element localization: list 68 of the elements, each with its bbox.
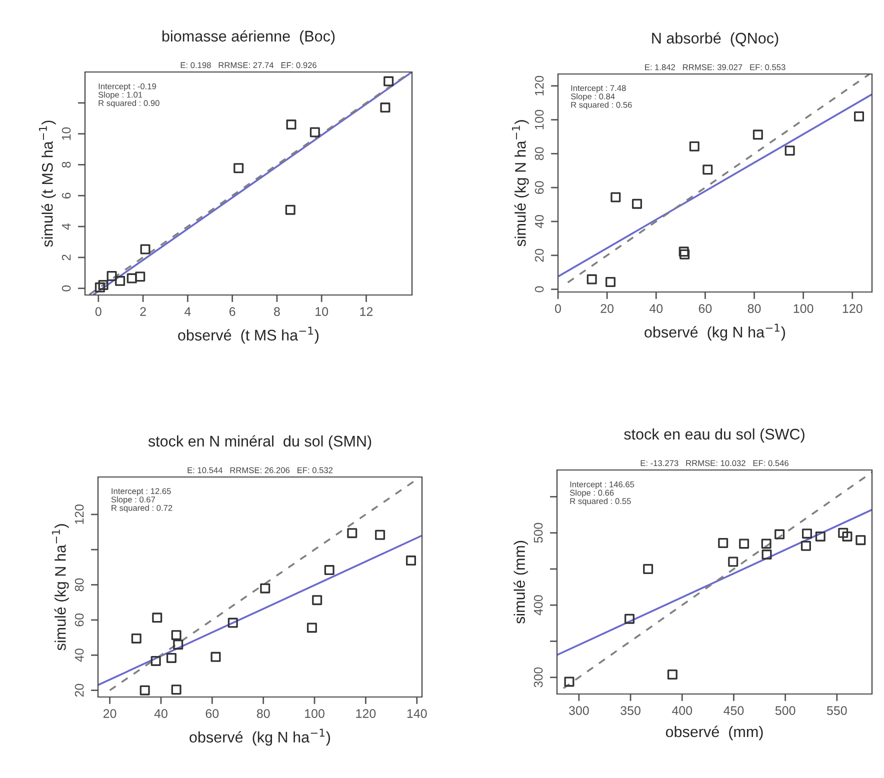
- x-tick-label: 20: [600, 304, 614, 313]
- x-tick-label: 2: [140, 307, 146, 316]
- chart-title: stock en N minéral du sol (SMN): [148, 435, 372, 450]
- x-tick-label: 80: [256, 709, 270, 718]
- y-tick-label: 8: [62, 162, 71, 168]
- y-tick-label: 120: [534, 76, 544, 96]
- x-tick-label: 4: [184, 307, 191, 316]
- x-tick-label: 40: [649, 304, 663, 313]
- y-tick-label: 10: [62, 127, 71, 140]
- x-axis-title: observé (kg N ha$^{−1}$): [190, 728, 330, 746]
- x-tick-label: 400: [672, 706, 692, 715]
- x-tick-label: 100: [305, 709, 324, 718]
- x-tick-label: 550: [826, 706, 847, 715]
- y-tick-label: 120: [74, 504, 84, 524]
- x-tick-label: 450: [724, 706, 744, 715]
- y-tick-label: 2: [62, 254, 71, 260]
- x-tick-label: 0: [555, 304, 561, 313]
- x-tick-label: 120: [356, 709, 376, 718]
- y-tick-label: 20: [534, 248, 544, 262]
- x-tick-label: 60: [698, 304, 712, 313]
- y-axis-title: simulé (t MS ha$^{−1}$): [39, 120, 56, 247]
- chart-subtitle: E: 1.842 RRMSE: 39.027 EF: 0.553: [645, 64, 786, 70]
- y-tick-label: 40: [74, 648, 84, 662]
- x-tick-label: 12: [360, 307, 373, 316]
- y-tick-label: 0: [534, 286, 544, 292]
- chart-subtitle: E: 0.198 RRMSE: 27.74 EF: 0.926: [180, 62, 316, 68]
- y-tick-label: 500: [534, 522, 543, 543]
- y-tick-label: 100: [534, 110, 544, 130]
- y-tick-label: 60: [534, 181, 544, 194]
- y-axis-title: simulé (mm): [514, 540, 528, 624]
- y-tick-label: 80: [74, 578, 84, 592]
- y-tick-label: 300: [534, 667, 543, 688]
- chart-title: stock en eau du sol (SWC): [624, 428, 804, 443]
- x-axis-title: observé (t MS ha$^{−1}$): [178, 326, 318, 344]
- annotation: Intercept : 12.65 Slope : 0.67 R squared : 0.72: [111, 488, 172, 513]
- y-axis-title: simulé (kg N ha$^{−1}$): [52, 524, 69, 650]
- y-tick-label: 6: [62, 192, 71, 198]
- chart-subtitle: E: 10.544 RRMSE: 26.206 EF: 0.532: [188, 467, 333, 474]
- y-tick-label: 60: [74, 614, 84, 626]
- x-axis-title: observé (kg N ha$^{−1}$): [644, 324, 786, 341]
- annotation: Intercept : -0.19 Slope : 1.01 R squared : 0.90: [98, 83, 160, 108]
- x-tick-label: 0: [95, 307, 102, 316]
- x-tick-label: 40: [154, 709, 168, 718]
- chart-subtitle: E: -13.273 RRMSE: 10.032 EF: 0.546: [640, 460, 788, 466]
- x-tick-label: 120: [842, 304, 862, 313]
- y-axis-title: simulé (kg N ha$^{−1}$): [512, 120, 529, 246]
- y-tick-label: 40: [534, 215, 544, 228]
- y-tick-label: 4: [62, 223, 71, 230]
- x-axis-title: observé (mm): [666, 726, 763, 740]
- y-tick-label: 400: [534, 595, 543, 616]
- x-tick-label: 350: [620, 706, 640, 715]
- x-tick-label: 10: [316, 307, 328, 316]
- x-tick-label: 500: [775, 706, 796, 715]
- x-tick-label: 80: [748, 304, 761, 313]
- x-tick-label: 8: [274, 307, 280, 316]
- annotation: Intercept : 7.48 Slope : 0.84 R squared : 0.56: [570, 85, 632, 110]
- chart-title: biomasse aérienne (Boc): [162, 30, 335, 45]
- x-tick-label: 300: [568, 706, 589, 715]
- x-tick-label: 60: [206, 709, 219, 718]
- x-tick-label: 140: [407, 709, 427, 718]
- x-tick-label: 6: [229, 307, 236, 316]
- y-tick-label: 80: [534, 147, 544, 160]
- x-tick-label: 100: [794, 304, 814, 313]
- y-tick-label: 0: [62, 285, 71, 292]
- y-tick-label: 20: [74, 684, 84, 697]
- chart-title: N absorbé (QNoc): [652, 32, 778, 47]
- x-tick-label: 20: [103, 709, 116, 718]
- annotation: Intercept : 146.65 Slope : 0.66 R squared : 0.55: [570, 481, 634, 506]
